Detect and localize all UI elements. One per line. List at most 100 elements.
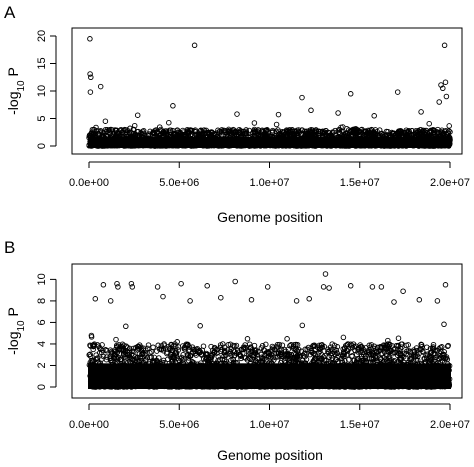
snp-point [364,129,371,136]
snp-point [245,351,252,357]
snp-point [299,322,306,329]
snp-point [228,352,235,358]
snp-point [339,128,345,135]
snp-point [320,131,326,137]
snp-point [406,128,412,135]
snp-point [230,347,237,354]
snp-point-peak [416,297,423,303]
snp-point-peak [160,293,166,300]
y-tick-label: 0 [36,143,48,149]
panel-a: A -log10 P Genome position 0.0e+00 5.0e+0… [4,3,470,225]
snp-point-peak [204,283,210,289]
snp-point-peak [440,85,446,92]
snp-point [103,348,110,354]
snp-point [192,129,199,135]
snp-point [185,355,192,361]
snp-point [244,336,251,342]
snp-point-peak [154,284,161,290]
snp-point [246,355,252,361]
snp-point [401,350,407,357]
snp-point [437,352,443,359]
x-tick-label: 1.0e+07 [249,419,289,431]
snp-point [444,356,451,363]
dense-snp-band [88,136,451,148]
snp-point [416,350,422,357]
snp-point [414,357,421,363]
snp-point [201,127,207,133]
snp-point [131,122,138,129]
snp-point [175,347,182,353]
snp-point [370,131,377,138]
snp-point [284,336,290,342]
snp-point [339,355,345,362]
snp-point [141,352,148,358]
snp-point [242,130,248,136]
snp-point-peak [347,91,354,97]
snp-point [359,349,365,356]
panel-a-points [86,36,453,149]
snp-point [186,129,193,136]
snp-point [281,352,288,359]
snp-point [158,346,165,352]
snp-point [384,342,390,348]
dense-snp-band [88,363,451,389]
snp-point-peak [234,111,240,117]
snp-point [446,123,452,129]
snp-point [379,350,385,357]
snp-point [369,349,376,355]
snp-point-peak [232,278,238,285]
snp-point [222,347,228,354]
snp-point [265,350,272,356]
snp-point-peak [322,271,329,277]
snp-point [206,130,213,137]
snp-point-peak [443,93,450,100]
snp-point-peak [218,294,224,301]
snp-point-peak [92,296,99,302]
snp-point [423,127,429,134]
snp-point-peak [275,111,282,118]
y-tick-label: 20 [36,30,48,42]
snp-point [130,357,136,363]
snp-point-peak [299,94,305,101]
snp-point-peak [115,284,121,290]
snp-point [316,349,322,356]
snp-point [427,345,434,352]
snp-point [398,130,405,136]
snp-point-peak [87,89,94,95]
snp-point [150,344,156,351]
snp-point [91,131,97,137]
snp-point-peak [394,89,401,95]
snp-point [291,354,298,361]
snp-point [192,127,199,133]
snp-point [164,349,170,355]
snp-point-peak [436,99,442,105]
snp-point [369,127,375,133]
snp-point [87,343,94,349]
snp-point [414,129,421,136]
snp-point [218,128,225,135]
snp-point [155,342,161,349]
snp-point [288,127,294,134]
snp-point [388,357,394,363]
snp-point [403,342,410,349]
panel-a-y-axis-label: -log10 P [5,67,27,115]
snp-point [193,352,199,358]
snp-point [361,349,367,355]
panel-b-plot-frame [71,263,463,399]
x-tick-label: 2.0e+07 [430,419,470,431]
x-tick-label: 1.0e+07 [249,177,289,189]
snp-point [86,352,92,358]
snp-point [231,352,237,359]
snp-point [251,352,258,359]
snp-point [251,342,258,349]
snp-point [102,118,109,124]
x-tick-label: 5.0e+06 [159,177,199,189]
snp-point-peak [293,298,300,304]
snp-point [120,351,127,357]
snp-point [277,131,283,137]
snp-point [104,354,110,360]
snp-point [285,356,291,362]
snp-point [338,352,344,358]
snp-point [291,342,297,348]
